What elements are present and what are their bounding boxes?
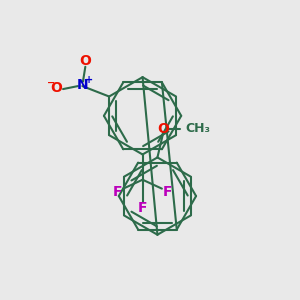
Text: F: F — [163, 184, 172, 199]
Text: O: O — [80, 54, 91, 68]
Text: O: O — [158, 122, 169, 136]
Text: −: − — [47, 78, 55, 88]
Text: O: O — [51, 81, 62, 94]
Text: +: + — [85, 75, 93, 85]
Text: N: N — [77, 78, 89, 92]
Text: CH₃: CH₃ — [185, 122, 210, 135]
Text: F: F — [138, 201, 147, 215]
Text: F: F — [113, 184, 123, 199]
